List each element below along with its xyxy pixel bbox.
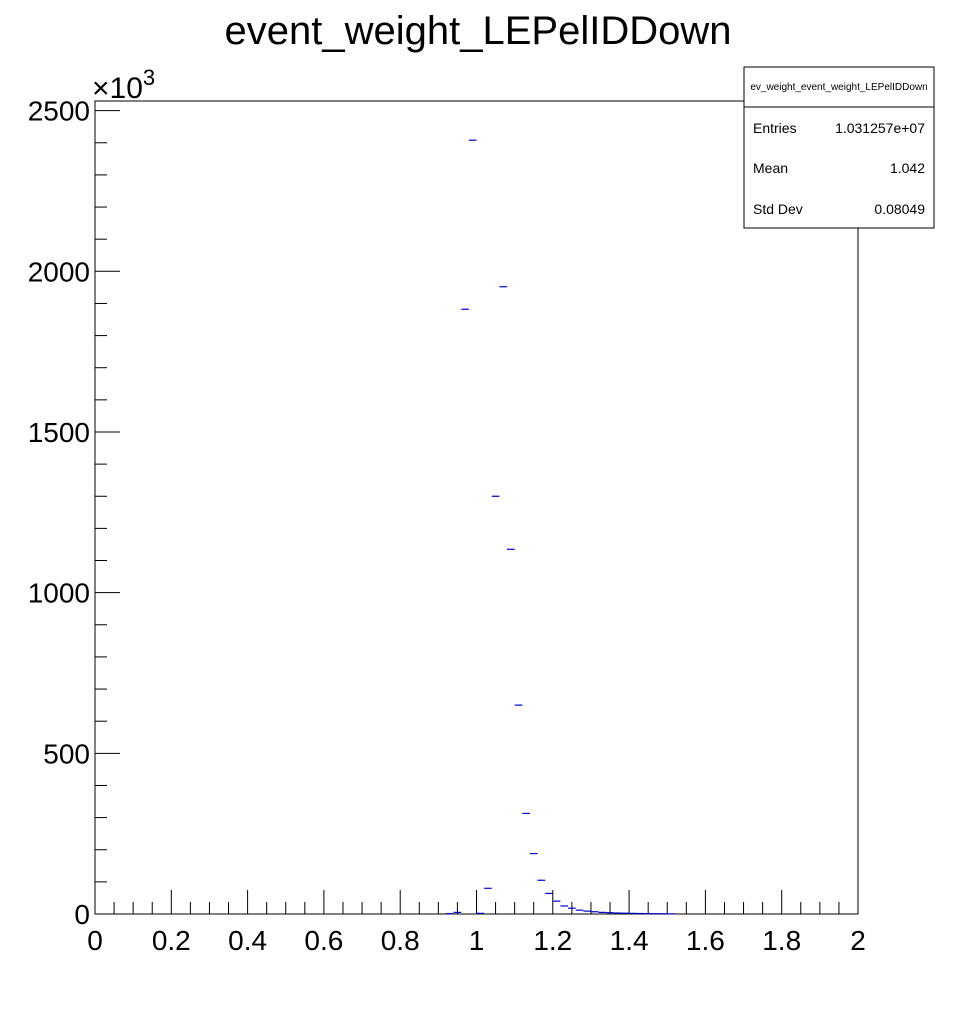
histogram-bins <box>445 139 675 915</box>
stats-entries-value: 1.031257e+07 <box>835 120 925 136</box>
x-tick-label: 0 <box>87 925 103 956</box>
x-tick-label: 0.8 <box>381 925 420 956</box>
x-tick-label: 0.6 <box>304 925 343 956</box>
y-tick-label: 1500 <box>28 417 90 448</box>
stats-mean-value: 1.042 <box>890 160 925 176</box>
chart-title: event_weight_LEPelIDDown <box>225 9 732 53</box>
x-tick-label: 1.4 <box>610 925 649 956</box>
x-tick-label: 0.4 <box>228 925 267 956</box>
y-axis-tick-labels: 0 500 1000 1500 2000 2500 <box>28 96 90 930</box>
x-axis-ticks <box>94 890 859 914</box>
x-tick-label: 1 <box>469 925 485 956</box>
y-axis-multiplier-base: ×10 <box>92 72 143 105</box>
y-tick-label: 2000 <box>28 256 90 287</box>
stats-entries-label: Entries <box>753 120 797 136</box>
x-tick-label: 1.2 <box>533 925 572 956</box>
y-axis-multiplier: ×103 <box>92 65 155 105</box>
y-tick-label: 1000 <box>28 578 90 609</box>
x-tick-label: 0.2 <box>152 925 191 956</box>
stats-box-name: ev_weight_event_weight_LEPelIDDown <box>750 82 927 93</box>
x-tick-label: 1.6 <box>686 925 725 956</box>
x-tick-label: 1.8 <box>762 925 801 956</box>
y-tick-label: 500 <box>43 738 90 769</box>
y-axis-ticks <box>95 110 120 915</box>
y-tick-label: 2500 <box>28 96 90 127</box>
y-tick-label: 0 <box>74 899 90 930</box>
y-axis-multiplier-exponent: 3 <box>143 65 155 90</box>
x-axis-tick-labels: 0 0.2 0.4 0.6 0.8 1 1.2 1.4 1.6 1.8 2 <box>87 925 866 956</box>
stats-stddev-value: 0.08049 <box>874 201 925 217</box>
stats-stddev-label: Std Dev <box>753 201 803 217</box>
x-tick-label: 2 <box>850 925 866 956</box>
stats-mean-label: Mean <box>753 160 788 176</box>
stats-box-frame <box>743 66 935 229</box>
stats-box: ev_weight_event_weight_LEPelIDDown Entri… <box>743 66 935 229</box>
